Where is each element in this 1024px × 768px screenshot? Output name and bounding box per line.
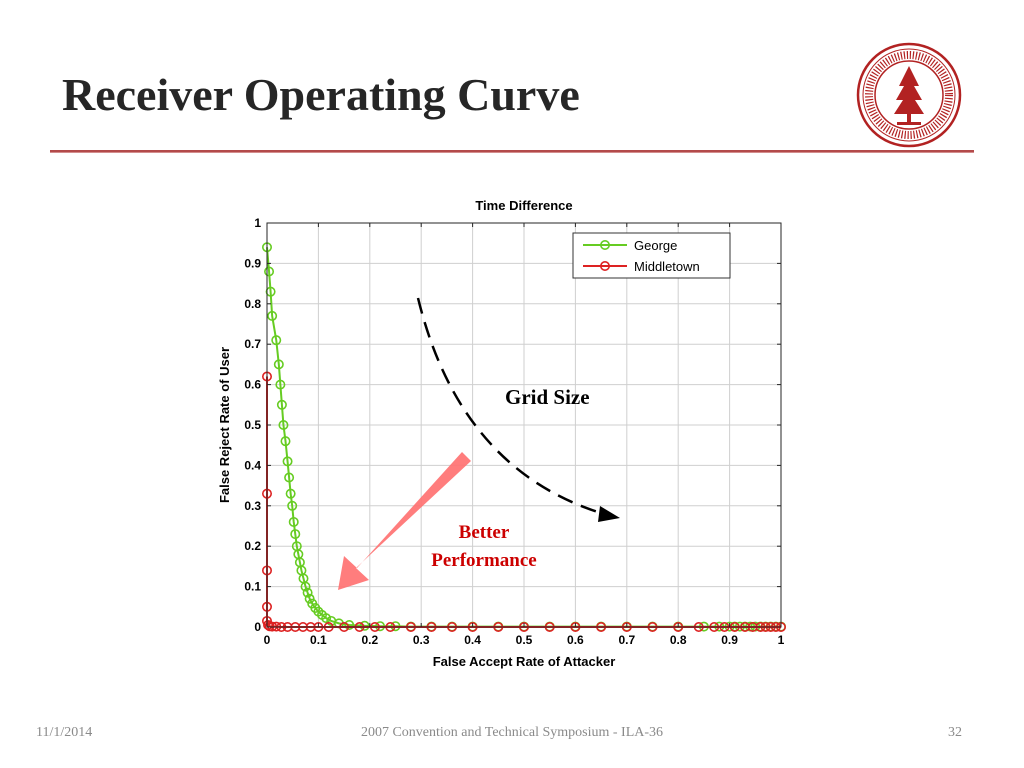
page-number: 32 <box>948 725 962 740</box>
title-divider <box>50 150 974 153</box>
y-tick-label: 0.4 <box>244 458 261 472</box>
data-point-george <box>302 587 313 598</box>
y-tick-label: 1 <box>254 216 261 230</box>
data-point-george <box>287 500 298 511</box>
data-point-george <box>288 516 299 527</box>
data-point-george <box>359 620 370 631</box>
slide-title: Receiver Operating Curve <box>62 69 580 120</box>
annotations: Grid Size Better Performance <box>338 297 620 590</box>
data-point-george <box>284 472 295 483</box>
x-tick-label: 0.8 <box>670 633 687 647</box>
footer-date: 11/1/2014 <box>36 725 93 740</box>
legend: George Middletown <box>572 232 731 279</box>
y-tick-label: 0.7 <box>244 337 261 351</box>
x-tick-label: 0.5 <box>516 633 533 647</box>
data-point-george <box>285 488 296 499</box>
y-axis-label: False Reject Rate of User <box>217 347 232 503</box>
data-point-george <box>275 379 286 390</box>
x-tick-label: 0.7 <box>618 633 635 647</box>
grid-size-annotation: Grid Size <box>505 385 590 409</box>
y-tick-label: 0.2 <box>244 539 261 553</box>
better-performance-arrow <box>338 452 471 590</box>
x-axis-label: False Accept Rate of Attacker <box>433 654 616 669</box>
data-point-george <box>276 399 287 410</box>
data-point-george <box>267 310 278 321</box>
y-tick-label: 0 <box>254 620 261 634</box>
legend-label: George <box>634 238 677 253</box>
data-point-george <box>278 419 289 430</box>
data-point-george <box>271 335 282 346</box>
data-point-george <box>264 266 275 277</box>
chart-title: Time Difference <box>475 198 572 213</box>
x-tick-label: 0.3 <box>413 633 430 647</box>
better-annotation: Better <box>459 522 510 543</box>
x-tick-label: 0.1 <box>310 633 327 647</box>
y-tick-label: 0.9 <box>244 256 261 270</box>
data-point-george <box>282 456 293 467</box>
grid-size-arrowhead <box>598 506 620 522</box>
legend-marker <box>599 260 610 271</box>
x-tick-label: 0.6 <box>567 633 584 647</box>
data-point-george <box>321 613 332 624</box>
x-tick-label: 0.4 <box>464 633 481 647</box>
grid-size-dashed-arrow <box>416 297 605 516</box>
stanford-seal-logo <box>856 42 962 148</box>
performance-annotation: Performance <box>431 550 537 571</box>
x-tick-label: 0.2 <box>361 633 378 647</box>
data-point-george <box>265 286 276 297</box>
legend-label: Middletown <box>634 259 700 274</box>
data-point-george <box>300 581 311 592</box>
axis-ticks: 0 0.1 0.2 0.3 0.4 0.5 0.6 0.7 0.8 0.9 1 0 0.1 0.2 0.3 0… <box>244 216 784 647</box>
x-tick-label: 1 <box>778 633 785 647</box>
data-point-george <box>290 529 301 540</box>
footer-event: 2007 Convention and Technical Symposium … <box>360 725 664 740</box>
data-point-george <box>273 359 284 370</box>
data-point-george <box>280 436 291 447</box>
x-tick-label: 0 <box>264 633 271 647</box>
y-tick-label: 0.1 <box>244 580 261 594</box>
y-tick-label: 0.6 <box>244 378 261 392</box>
x-tick-label: 0.9 <box>721 633 738 647</box>
y-tick-label: 0.3 <box>244 499 261 513</box>
legend-box <box>572 232 731 279</box>
data-point-george <box>344 619 355 630</box>
y-tick-label: 0.8 <box>244 297 261 311</box>
legend-marker <box>599 240 610 251</box>
y-tick-label: 0.5 <box>244 418 261 432</box>
data-point-george <box>304 593 315 604</box>
